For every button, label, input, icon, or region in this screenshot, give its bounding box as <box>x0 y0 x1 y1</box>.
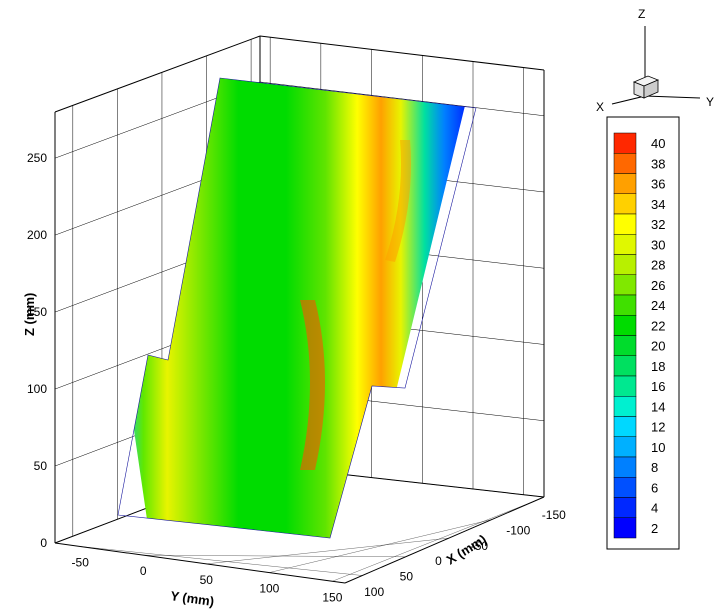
box-edge <box>344 496 545 584</box>
legend-label: 14 <box>651 399 665 414</box>
triad-x-axis <box>611 95 646 105</box>
y-tick-label: -50 <box>72 555 90 569</box>
z-tick-label: 250 <box>27 151 47 165</box>
triad-z-label: Z <box>638 7 645 21</box>
orientation-triad: Z X Y <box>596 7 714 114</box>
legend-label: 36 <box>651 177 665 192</box>
triad-y-axis <box>644 95 701 99</box>
legend-label: 10 <box>651 440 665 455</box>
legend-label: 18 <box>651 359 665 374</box>
legend-label: 6 <box>651 480 658 495</box>
legend-swatch <box>613 396 637 417</box>
grid-line-floor <box>80 546 363 576</box>
contour-surface <box>117 77 477 539</box>
legend-swatch <box>613 274 637 296</box>
legend-swatch <box>613 254 637 275</box>
z-axis-label: Z (mm) <box>22 293 37 336</box>
legend-label: 4 <box>651 501 658 516</box>
grid-line-floor <box>269 519 493 573</box>
legend-swatch <box>613 497 637 518</box>
z-tick-label: 200 <box>27 228 47 242</box>
triad-cube-right <box>643 79 659 99</box>
z-tick-label: 0 <box>40 536 47 550</box>
x-tick-label: 50 <box>400 570 414 584</box>
legend-label: 24 <box>651 298 665 313</box>
legend-label: 22 <box>651 318 665 333</box>
z-tick-label: 100 <box>27 382 47 396</box>
box-edge <box>259 35 545 71</box>
x-tick-label: -150 <box>542 508 566 522</box>
legend: 40 38 36 34 32 30 28 26 24 22 20 18 16 14 12 10 8 6 4 2 <box>606 116 680 550</box>
x-tick-label: -50 <box>471 539 489 553</box>
legend-label: 40 <box>651 136 665 151</box>
legend-swatch <box>613 234 637 255</box>
box-edge <box>54 35 261 113</box>
legend-items: 40 38 36 34 32 30 28 26 24 22 20 18 16 14 12 10 8 6 4 2 <box>613 132 665 539</box>
legend-swatch <box>613 153 637 174</box>
x-tick-label: -100 <box>506 524 530 538</box>
legend-label: 2 <box>651 521 658 536</box>
triad-x-label: X <box>596 100 604 114</box>
legend-label: 32 <box>651 217 665 232</box>
legend-swatch <box>613 517 637 539</box>
y-axis-label: Y (mm) <box>170 588 215 609</box>
y-tick-label: 50 <box>200 573 214 587</box>
legend-swatch <box>613 335 637 356</box>
legend-swatch <box>613 213 637 235</box>
legend-label: 16 <box>651 379 665 394</box>
legend-swatch <box>613 456 637 478</box>
y-tick-label: 100 <box>259 582 279 596</box>
legend-label: 26 <box>651 278 665 293</box>
y-tick-label: 0 <box>140 564 147 578</box>
legend-label: 12 <box>651 420 665 435</box>
legend-label: 20 <box>651 339 665 354</box>
legend-swatch <box>613 132 637 154</box>
x-tick-label: 0 <box>435 554 442 568</box>
grid-line-floor <box>143 555 406 557</box>
legend-label: 28 <box>651 258 665 273</box>
legend-swatch <box>613 477 637 498</box>
legend-swatch <box>613 436 637 458</box>
legend-swatch <box>613 315 637 336</box>
legend-swatch <box>613 416 637 437</box>
y-tick-label: 150 <box>322 590 342 604</box>
legend-label: 34 <box>651 197 665 212</box>
x-tick-label: 100 <box>364 585 384 599</box>
axis-tick-layer: 0 50 100 150 200 250 -50 0 50 100 150 -150 -100 -50 0 5… <box>27 151 566 604</box>
grid-line-floor <box>332 500 536 582</box>
grid-line-floor <box>206 537 449 565</box>
z-tick-label: 150 <box>27 305 47 319</box>
triad-y-label: Y <box>706 95 714 109</box>
legend-swatch <box>613 173 637 194</box>
legend-swatch <box>613 375 637 397</box>
box-edge <box>54 542 346 584</box>
legend-swatch <box>613 355 637 377</box>
legend-label: 38 <box>651 156 665 171</box>
legend-swatch <box>613 294 637 316</box>
legend-label: 30 <box>651 237 665 252</box>
legend-label: 8 <box>651 460 658 475</box>
z-tick-label: 50 <box>34 459 48 473</box>
legend-swatch <box>613 193 637 215</box>
